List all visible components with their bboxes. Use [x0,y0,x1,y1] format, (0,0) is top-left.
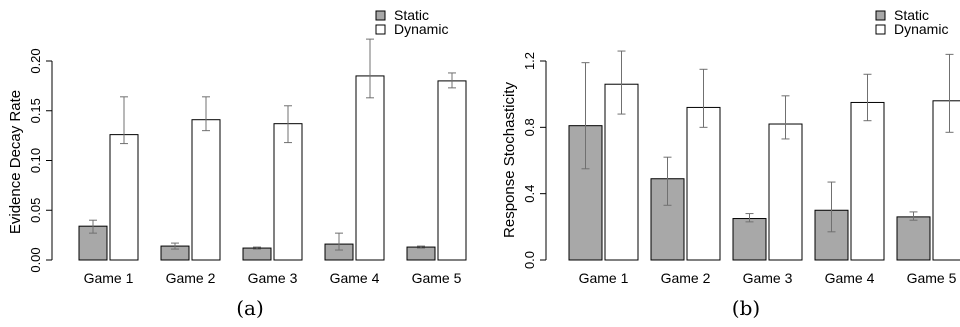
legend-label: Static [394,7,429,23]
bar-static [406,246,436,261]
y-tick-label: 0.20 [28,48,43,73]
error-bar [827,181,836,233]
bar-dynamic [686,106,721,261]
bar-static [732,218,767,261]
y-tick-label: 0.00 [28,247,43,272]
x-tick-label: Game 2 [166,270,216,286]
error-bar [581,62,590,170]
error-bar [335,232,343,251]
legend-label: Static [894,7,929,23]
error-bar [863,73,872,122]
x-tick-label: Game 1 [84,270,134,286]
y-axis-label: Evidence Decay Rate [7,90,24,234]
y-tick-label: 0.05 [28,198,43,223]
error-bar [945,53,954,133]
y-tick-label: 0.0 [522,251,537,269]
legend-label: Dynamic [394,21,448,37]
bar-dynamic [850,101,885,261]
panel-caption: (b) [732,296,760,320]
legend-label: Dynamic [894,21,948,37]
x-tick-label: Game 3 [743,270,793,286]
y-tick-label: 1.2 [522,52,537,70]
x-tick-label: Game 3 [248,270,298,286]
error-bar [909,211,918,221]
x-tick-label: Game 5 [412,270,462,286]
chart-panel-0: 0.00 0.05 0.10 0.15 0.20 Evidence Decay Rate G… [7,7,467,320]
legend-swatch-dynamic [875,24,886,35]
error-bar [448,72,456,89]
bar-dynamic [355,75,385,261]
x-tick-label: Game 2 [661,270,711,286]
chart-panel-1: 0.0 0.4 0.8 1.2 Response Stochasticity Game 1… [501,7,960,320]
x-tick-label: Game 4 [330,270,380,286]
error-bar [284,105,292,144]
error-bar [617,50,626,115]
y-tick-label: 0.15 [28,98,43,123]
legend-swatch-dynamic [375,24,386,35]
x-tick-label: Game 4 [825,270,875,286]
y-tick-label: 0.8 [522,118,537,136]
error-bar [417,245,425,249]
error-bar [202,96,210,132]
bar-static [896,216,931,261]
error-bar [781,95,790,140]
error-bar [699,68,708,128]
x-tick-label: Game 5 [907,270,957,286]
bar-dynamic [273,123,303,261]
error-bar [120,96,128,145]
error-bar [89,219,97,234]
bar-static [242,247,272,261]
panel-caption: (a) [236,296,264,320]
error-bar [366,38,374,99]
x-tick-label: Game 1 [579,270,629,286]
bar-dynamic [191,119,221,261]
y-tick-label: 0.10 [28,148,43,173]
bar-dynamic [768,123,803,261]
error-bar [663,156,672,206]
y-tick-label: 0.4 [522,185,537,203]
legend-swatch-static [875,10,886,21]
error-bar [171,242,179,250]
bar-dynamic [109,134,139,261]
bar-dynamic [932,100,960,261]
y-axis-label: Response Stochasticity [501,82,518,238]
error-bar [745,213,754,223]
error-bar [253,246,261,250]
legend-swatch-static [375,10,386,21]
bar-dynamic [437,80,467,261]
